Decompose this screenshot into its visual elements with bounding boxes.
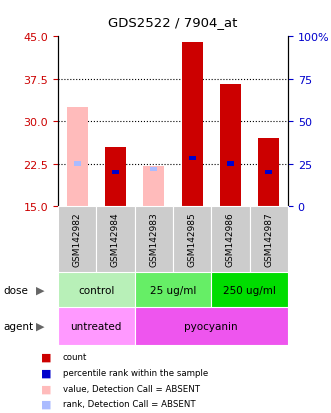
Bar [227,162,234,166]
Text: ■: ■ [41,352,52,362]
Text: GSM142985: GSM142985 [188,212,197,267]
Bar [58,308,135,345]
Bar [135,273,211,308]
Bar [135,308,288,345]
Text: rank, Detection Call = ABSENT: rank, Detection Call = ABSENT [63,399,196,408]
Bar [189,156,196,161]
Bar [143,167,164,206]
Bar [73,162,80,166]
Bar [250,206,288,273]
Text: ■: ■ [41,368,52,377]
Text: ■: ■ [41,399,52,409]
Bar [150,168,157,172]
Bar [220,85,241,206]
Text: 250 ug/ml: 250 ug/ml [223,285,276,295]
Text: GSM142983: GSM142983 [149,212,158,267]
Text: percentile rank within the sample: percentile rank within the sample [63,368,208,377]
Text: count: count [63,352,87,361]
Bar [211,273,288,308]
Bar [258,139,279,206]
Text: dose: dose [3,285,28,295]
Text: GSM142986: GSM142986 [226,212,235,267]
Text: GSM142982: GSM142982 [72,212,82,267]
Bar [211,206,250,273]
Bar [105,147,126,206]
Bar [182,43,203,206]
Text: ▶: ▶ [35,285,44,295]
Bar [67,108,88,206]
Bar [58,206,96,273]
Text: untreated: untreated [71,321,122,331]
Text: agent: agent [3,321,33,331]
Text: control: control [78,285,115,295]
Text: 25 ug/ml: 25 ug/ml [150,285,196,295]
Bar [112,171,119,175]
Bar [58,273,135,308]
Text: GSM142984: GSM142984 [111,212,120,267]
Text: GDS2522 / 7904_at: GDS2522 / 7904_at [108,16,238,29]
Bar [265,171,272,175]
Bar [173,206,211,273]
Text: GSM142987: GSM142987 [264,212,273,267]
Text: ■: ■ [41,383,52,393]
Text: value, Detection Call = ABSENT: value, Detection Call = ABSENT [63,384,200,393]
Text: ▶: ▶ [35,321,44,331]
Bar [96,206,135,273]
Bar [135,206,173,273]
Text: pyocyanin: pyocyanin [184,321,238,331]
